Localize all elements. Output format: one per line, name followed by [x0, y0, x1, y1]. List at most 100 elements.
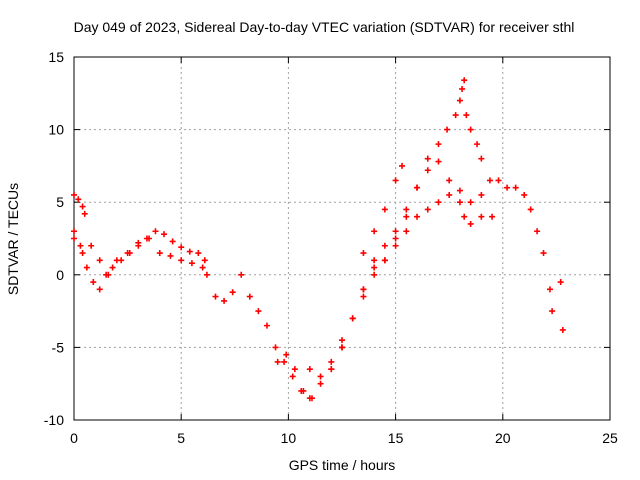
data-point — [289, 373, 296, 380]
data-point — [546, 286, 553, 293]
data-point — [371, 257, 378, 264]
data-point — [392, 242, 399, 249]
data-point — [371, 264, 378, 271]
data-point — [467, 199, 474, 206]
y-tick-label: 0 — [56, 267, 64, 283]
data-point — [281, 358, 288, 365]
data-point — [186, 248, 193, 255]
grid-lines — [74, 57, 610, 420]
data-point — [105, 271, 112, 278]
series-track — [549, 279, 566, 333]
x-tick-label: 5 — [177, 430, 185, 446]
data-point — [463, 112, 470, 119]
data-point — [456, 187, 463, 194]
data-point — [381, 206, 388, 213]
data-point — [203, 271, 210, 278]
data-point — [495, 177, 502, 184]
data-point — [474, 141, 481, 148]
y-tick-label: -10 — [44, 412, 64, 428]
data-point — [96, 257, 103, 264]
data-point — [444, 126, 451, 133]
data-point — [381, 242, 388, 249]
data-point — [83, 264, 90, 271]
data-point — [124, 250, 131, 257]
data-point — [360, 286, 367, 293]
data-point — [486, 177, 493, 184]
data-point — [283, 351, 290, 358]
data-point — [540, 250, 547, 257]
series-track — [274, 184, 421, 402]
data-point — [81, 210, 88, 217]
series-track — [360, 162, 406, 257]
x-tick-labels: 0 5 10 15 20 25 — [70, 430, 618, 446]
data-point — [349, 315, 356, 322]
data-point — [88, 242, 95, 249]
data-point — [435, 158, 442, 165]
data-point — [71, 235, 77, 242]
data-point — [300, 387, 307, 394]
data-point — [79, 250, 86, 257]
data-point — [456, 199, 463, 206]
data-point — [424, 206, 431, 213]
data-point — [212, 293, 219, 300]
data-point — [79, 203, 86, 210]
data-point — [371, 228, 378, 235]
data-point — [291, 366, 298, 373]
data-point — [71, 191, 77, 198]
series-track — [424, 77, 485, 162]
data-point — [403, 228, 410, 235]
data-point — [221, 297, 228, 304]
data-point — [201, 257, 208, 264]
data-point — [478, 191, 485, 198]
data-point — [178, 257, 185, 264]
data-point — [339, 344, 345, 351]
data-point — [317, 380, 324, 387]
y-tick-label: 15 — [48, 49, 64, 65]
data-point — [459, 85, 466, 92]
data-point — [521, 191, 528, 198]
data-point — [255, 308, 262, 315]
data-point — [272, 344, 279, 351]
data-point — [317, 373, 324, 380]
chart-title: Day 049 of 2023, Sidereal Day-to-day VTE… — [74, 19, 575, 35]
data-point — [246, 293, 253, 300]
data-point — [452, 112, 459, 119]
data-point — [229, 289, 236, 296]
y-tick-label: 10 — [48, 122, 64, 138]
data-point — [392, 235, 399, 242]
data-point — [308, 395, 315, 402]
y-tick-labels: -10 -5 0 5 10 15 — [44, 49, 64, 428]
data-point — [435, 199, 442, 206]
data-point — [478, 213, 485, 220]
data-point — [399, 162, 406, 169]
data-point — [146, 235, 153, 242]
data-point — [392, 228, 399, 235]
data-points — [71, 77, 566, 402]
data-point — [90, 279, 97, 286]
series-track — [71, 228, 208, 293]
series-track — [328, 187, 496, 373]
data-point — [371, 271, 378, 278]
data-point — [161, 231, 168, 238]
data-point — [527, 206, 534, 213]
data-point — [414, 184, 421, 191]
data-point — [557, 279, 564, 286]
data-point — [504, 184, 511, 191]
data-point — [156, 250, 163, 257]
data-point — [461, 77, 468, 84]
data-point — [559, 326, 566, 333]
y-tick-label: -5 — [52, 339, 65, 355]
data-point — [167, 252, 174, 259]
data-point — [339, 337, 345, 344]
data-point — [328, 358, 335, 365]
data-point — [199, 264, 206, 271]
series-track — [203, 271, 313, 402]
data-point — [188, 260, 195, 267]
data-point — [109, 264, 116, 271]
plot-frame — [73, 56, 611, 421]
data-point — [152, 228, 159, 235]
data-point — [360, 293, 367, 300]
data-point — [489, 213, 496, 220]
data-point — [381, 257, 388, 264]
